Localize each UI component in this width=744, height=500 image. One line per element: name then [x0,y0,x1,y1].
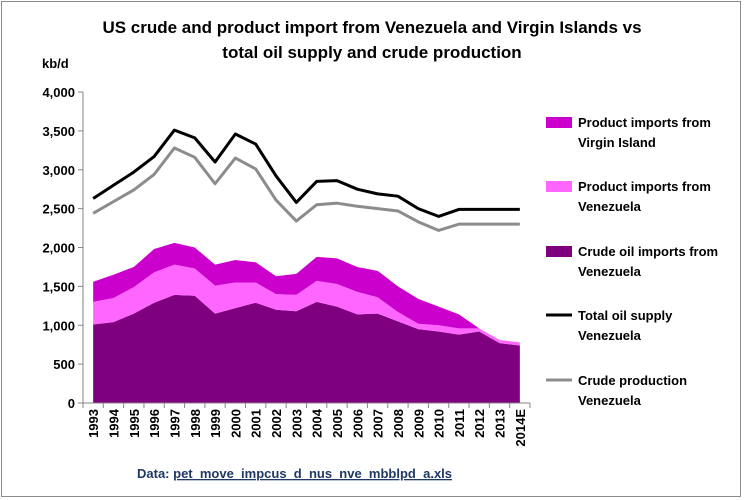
legend-product-imports-from-virgin-island-label: Product imports from [578,115,711,130]
legend-product-imports-from-virgin-island-swatch [546,117,572,128]
x-tick-label: 1996 [147,409,162,438]
x-tick-label: 1994 [106,408,121,438]
line-crude-production-venezuela [92,146,520,232]
legend-product-imports-from-virgin-island-label: Virgin Island [578,135,656,150]
legend-crude-oil-imports-from-venezuela-label: Venezuela [578,264,642,279]
y-axis-label: kb/d [42,56,69,71]
x-tick-label: 2003 [289,409,304,438]
y-tick-label: 3,000 [42,163,75,178]
x-tick-label: 2000 [228,409,243,438]
x-tick-label: 1998 [188,409,203,438]
legend-total-oil-supply-venezuela-label: Venezuela [578,328,642,343]
stacked-areas [93,242,520,403]
legend-crude-oil-imports-from-venezuela-label: Crude oil imports from [578,244,718,259]
y-tick-label: 2,000 [42,241,75,256]
data-source-prefix: Data: [137,466,173,481]
y-tick-label: 500 [53,357,75,372]
area-crude-oil-imports-from-venezuela [93,294,520,403]
x-tick-label: 2004 [310,408,325,438]
y-tick-label: 2,500 [42,202,75,217]
legend-product-imports-from-venezuela-label: Product imports from [578,179,711,194]
y-tick-label: 3,500 [42,124,75,139]
y-tick-label: 4,000 [42,85,75,100]
x-tick-label: 1999 [208,409,223,438]
data-source: Data: pet_move_impcus_d_nus_nve_mbblpd_a… [137,466,452,481]
legend-total-oil-supply-venezuela-label: Total oil supply [578,308,673,323]
x-tick-label: 2005 [330,409,345,438]
x-tick-label: 2001 [249,409,264,438]
legend-crude-production-venezuela-label: Venezuela [578,393,642,408]
x-tick-label: 2010 [432,409,447,438]
x-tick-label: 2009 [411,409,426,438]
chart-title-line-2: total oil supply and crude production [222,43,521,62]
legend-crude-oil-imports-from-venezuela-swatch [546,246,572,257]
x-tick-labels: 1993 1994 1995 1996 1997 1998 1999 2000 2001 2002… [82,403,531,447]
chart-title-line-1: US crude and product import from Venezue… [102,18,641,37]
area-product-imports-from-venezuela [93,264,520,346]
y-tick-labels: 0 500 1,000 1,500 2,000 2,500 3,000 3,500 4,000 [42,85,83,411]
y-tick-label: 1,500 [42,279,75,294]
x-tick-label: 2014E [513,409,528,447]
line-total-oil-supply-venezuela [92,128,520,218]
area-product-imports-from-virgin-island [93,242,520,343]
x-tick-label: 2011 [452,409,467,437]
series-lines [92,128,520,232]
y-tick-label: 0 [68,396,75,411]
x-tick-label: 2008 [391,409,406,438]
x-tick-label: 1995 [127,409,142,438]
x-tick-label: 2006 [350,409,365,438]
x-tick-label: 2013 [493,409,508,438]
legend-crude-production-venezuela-label: Crude production [578,373,687,388]
data-source-link[interactable]: pet_move_impcus_d_nus_nve_mbblpd_a.xls [173,466,452,481]
x-tick-label: 2007 [371,409,386,438]
x-tick-label: 2012 [472,409,487,438]
legend-product-imports-from-venezuela-swatch [546,181,572,192]
y-tick-label: 1,000 [42,318,75,333]
legend: Product imports from Virgin Island Product… [546,115,718,408]
x-tick-label: 1997 [167,409,182,438]
x-tick-label: 1993 [86,409,101,438]
legend-product-imports-from-venezuela-label: Venezuela [578,199,642,214]
x-tick-label: 2002 [269,409,284,438]
